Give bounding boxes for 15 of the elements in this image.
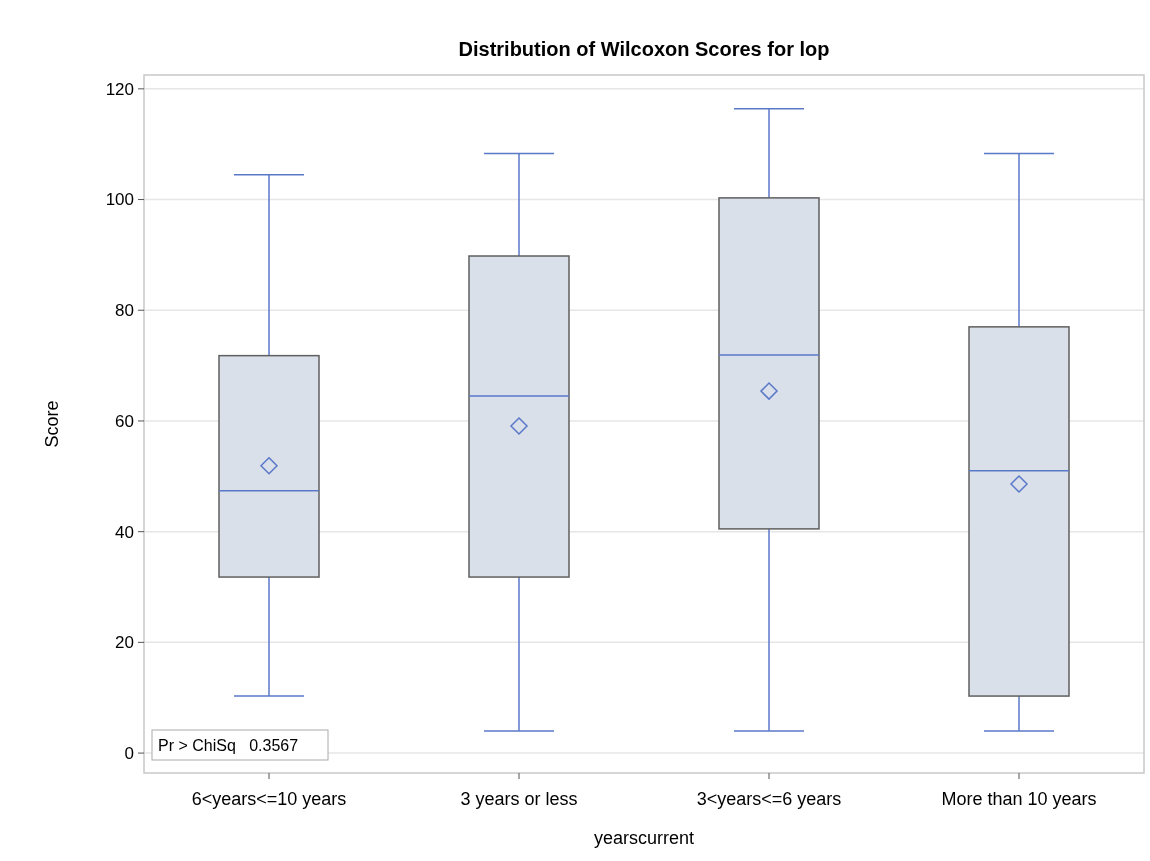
y-axis-title: Score xyxy=(42,400,62,448)
x-tick-label: More than 10 years xyxy=(941,789,1097,809)
y-tick-label: 60 xyxy=(115,411,134,431)
chart-title: Distribution of Wilcoxon Scores for lop xyxy=(458,38,830,60)
x-axis-title: yearscurrent xyxy=(593,828,695,848)
annotation: Pr > ChiSq 0.3567 xyxy=(158,737,299,754)
y-tick-label: 40 xyxy=(115,522,134,542)
y-tick-label: 120 xyxy=(105,79,134,99)
y-tick-label: 80 xyxy=(115,301,134,321)
x-tick-label: 6<years<=10 years xyxy=(191,789,347,809)
y-tick-label: 100 xyxy=(105,190,134,210)
y-tick-label: 0 xyxy=(124,744,134,764)
x-tick-label: 3<years<=6 years xyxy=(696,789,842,809)
x-tick-label: 3 years or less xyxy=(460,789,578,809)
y-tick-label: 20 xyxy=(115,633,134,653)
